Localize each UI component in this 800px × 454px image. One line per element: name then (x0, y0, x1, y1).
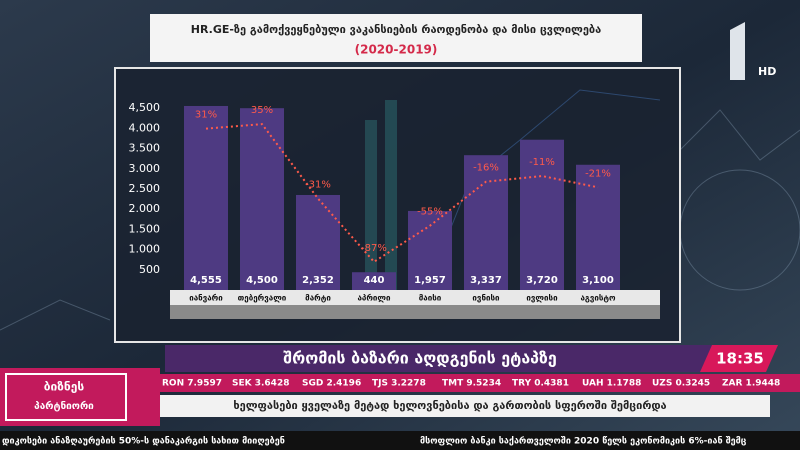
y-tick-label: 1.000 (129, 243, 161, 256)
change-label: 31% (195, 110, 217, 121)
chart-subtitle: (2020-2019) (355, 43, 438, 57)
bar-value-label: 1,957 (414, 275, 446, 286)
x-tick-label: ივლისი (526, 294, 558, 303)
bar-value-label: 4,500 (246, 275, 278, 286)
title-box (150, 14, 642, 62)
bar-value-label: 440 (364, 275, 385, 286)
x-tick-label: თებერვალი (238, 293, 287, 303)
time-box (700, 345, 778, 372)
x-tick-label: მაისი (419, 294, 442, 303)
bar-value-label: 4,555 (190, 275, 222, 286)
y-tick-label: 4.000 (129, 121, 161, 134)
logo-box (0, 368, 160, 426)
change-label: -21% (585, 168, 611, 179)
y-tick-label: 1.500 (129, 222, 161, 235)
crawl-bar (0, 431, 800, 450)
bar (520, 139, 564, 290)
rate-item: ZAR 1.9448 (722, 379, 780, 389)
bar (576, 164, 620, 290)
change-label: -11% (529, 157, 555, 168)
y-tick-label: 2.000 (129, 202, 161, 215)
bar-value-label: 2,352 (302, 275, 334, 286)
bar (352, 272, 396, 290)
x-tick-label: აგვისტო (580, 294, 616, 303)
category-strip-shadow (170, 305, 660, 319)
panel-decor (365, 89, 661, 290)
rate-item: TRY 0.4381 (512, 379, 569, 389)
y-tick-label: 4,500 (129, 101, 161, 114)
y-tick-label: 3.500 (129, 142, 161, 155)
chart: 4,500 4.000 3.500 3.000 2.500 2.000 1.500 1.000… (129, 101, 620, 303)
rates: RON 7.9597 SEK 3.6428 SGD 2.4196 TJS 3.2278… (162, 379, 780, 389)
x-tick-label: ივნისი (472, 294, 500, 303)
change-label: -87% (361, 243, 387, 254)
y-tick-label: 3.000 (129, 162, 161, 175)
bar (296, 194, 340, 290)
change-label: -31% (305, 180, 331, 191)
category-strip (170, 290, 660, 305)
bar (408, 210, 452, 290)
rate-item: TMT 9.5234 (442, 379, 501, 389)
change-label: -16% (473, 163, 499, 174)
clock: 18:35 (716, 350, 764, 368)
crawl-item: მსოფლიო ბანკი საქართველოში 2020 წელს ეკო… (420, 436, 747, 447)
rate-item: UZS 0.3245 (652, 379, 710, 389)
crawl-item: დიკოსები ანაზღაურების 50%-ს დანაკარგის ს… (2, 436, 285, 447)
change-line (205, 123, 599, 264)
subheadline-bar (150, 395, 770, 417)
bar-value-label: 3,337 (470, 275, 502, 286)
change-label: -55% (417, 207, 443, 218)
logo-line: პარტნიორი (34, 400, 94, 412)
rates-bar (150, 374, 800, 392)
channel-logo (730, 22, 745, 80)
y-tick-label: 2.500 (129, 182, 161, 195)
headline-bar (165, 345, 712, 372)
rate-item: SEK 3.6428 (232, 379, 289, 389)
rate-item: TJS 3.2278 (372, 379, 426, 389)
y-tick-label: 500 (139, 263, 160, 276)
rate-item: RON 7.9597 (162, 379, 222, 389)
x-tick-label: იანვარი (189, 293, 223, 303)
change-label: 35% (251, 105, 273, 116)
bar-value-label: 3,100 (582, 275, 614, 286)
x-tick-label: აპრილი (357, 293, 391, 303)
bar-value-label: 3,720 (526, 275, 558, 286)
rate-item: UAH 1.1788 (582, 379, 641, 389)
chart-title: HR.GE-ზე გამოქვეყნებული ვაკანსიების რაოდ… (191, 23, 601, 36)
rate-item: SGD 2.4196 (302, 379, 361, 389)
logo-frame (5, 373, 127, 421)
channel-badge: HD (758, 65, 776, 78)
x-tick-label: მარტი (305, 293, 331, 303)
headline: შრომის ბაზარი აღდგენის ეტაპზე (283, 349, 556, 368)
bar (184, 105, 228, 290)
bar (240, 108, 284, 290)
subheadline: ხელფასები ყველაზე მეტად ხელოვნებისა და გ… (233, 399, 666, 412)
logo-line: ბიზნეს (44, 380, 85, 394)
bar (464, 155, 508, 290)
